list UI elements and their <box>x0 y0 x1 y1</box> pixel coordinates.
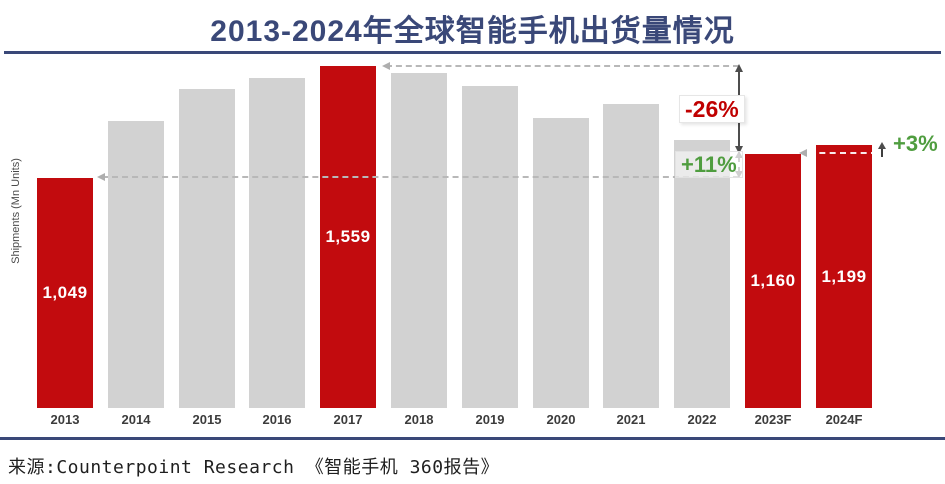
x-tick-2022: 2022 <box>687 412 717 427</box>
bar-2020 <box>533 118 589 408</box>
bar-value-label: 1,049 <box>42 283 88 302</box>
base-2013-reference-arrow-icon <box>97 173 105 181</box>
bar-2014 <box>108 121 164 408</box>
bar-value-label: 1,199 <box>821 266 867 286</box>
level-2023f-reference-arrow-icon <box>799 149 807 157</box>
x-tick-2013: 2013 <box>50 412 80 427</box>
title-underline <box>4 51 941 54</box>
growth-percentage-label: +3% <box>893 131 938 156</box>
peak-reference-arrow-icon <box>382 62 390 70</box>
chart-bottom-rule <box>0 437 945 440</box>
x-tick-2014: 2014 <box>121 412 151 427</box>
base-2013-reference-line <box>102 176 739 178</box>
y-axis-label: Shipments (Mn Units) <box>10 158 22 264</box>
x-tick-2016: 2016 <box>262 412 292 427</box>
level-2023f-reference-line <box>747 152 877 154</box>
x-tick-2019: 2019 <box>475 412 505 427</box>
bar-2018 <box>391 73 447 408</box>
x-tick-2021: 2021 <box>616 412 646 427</box>
x-tick-2024f: 2024F <box>825 412 863 427</box>
peak-reference-line <box>386 65 739 67</box>
x-tick-2020: 2020 <box>546 412 576 427</box>
bar-2019 <box>462 86 518 408</box>
decline-arrow-bottom-icon <box>735 146 743 154</box>
x-tick-2018: 2018 <box>404 412 434 427</box>
bar-2016 <box>249 78 305 408</box>
decline-percentage-label: -26% <box>679 95 745 124</box>
recovery-percentage-label: +11% <box>675 151 743 179</box>
bar-2021 <box>603 104 659 408</box>
bar-value-label: 1,559 <box>325 227 371 246</box>
bar-value-label: 1,160 <box>750 271 796 290</box>
chart-title: 2013-2024年全球智能手机出货量情况 <box>210 15 735 48</box>
source-attribution: 来源:Counterpoint Research 《智能手机 360报告》 <box>8 457 500 478</box>
bar-2017: 1,559 <box>320 66 376 408</box>
bar-2015 <box>179 89 235 408</box>
growth-arrow <box>881 148 883 157</box>
x-tick-2017: 2017 <box>333 412 363 427</box>
bar-2022 <box>674 140 730 408</box>
decline-arrow-top-icon <box>735 64 743 72</box>
x-tick-2023f: 2023F <box>754 412 792 427</box>
x-tick-2015: 2015 <box>192 412 222 427</box>
bar-2013: 1,049 <box>37 178 93 408</box>
bar-2024f: 1,199 <box>816 145 872 408</box>
bar-2023f: 1,160 <box>745 154 801 408</box>
growth-arrow-top-icon <box>878 142 886 149</box>
